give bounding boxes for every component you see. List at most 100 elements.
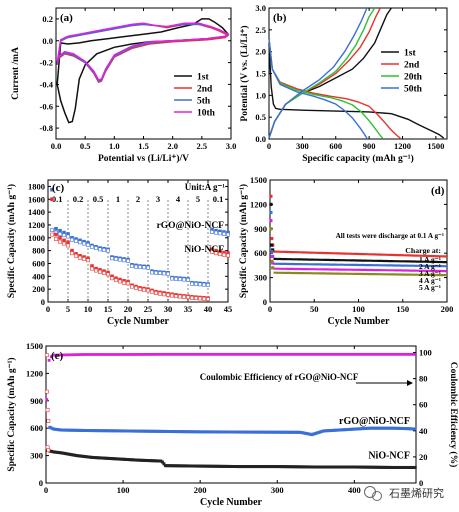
charge-point [46, 418, 51, 423]
data-point [270, 254, 274, 259]
data-point [114, 429, 118, 433]
ce-point [285, 352, 289, 356]
ce-point [297, 352, 301, 356]
data-point [285, 430, 289, 434]
data-point [399, 426, 403, 430]
data-point [94, 429, 98, 433]
data-point [150, 270, 154, 275]
data-point [382, 426, 386, 430]
data-point [305, 465, 309, 469]
data-point [57, 451, 61, 455]
rate-label: 4 [176, 194, 181, 204]
data-point [364, 465, 368, 469]
data-point [308, 465, 312, 469]
ce-point [70, 353, 74, 357]
data-point [290, 465, 294, 469]
data-point [250, 430, 254, 434]
data-point [247, 430, 251, 434]
data-point [78, 238, 82, 243]
data-point [180, 430, 184, 434]
data-point [117, 429, 121, 433]
y2-tick-label: 80 [419, 374, 428, 384]
data-point [248, 430, 252, 434]
data-point [409, 427, 413, 431]
data-point [62, 241, 66, 246]
data-point [139, 429, 143, 433]
data-point [261, 465, 265, 469]
data-point [205, 430, 209, 434]
ce-point [325, 352, 328, 356]
data-point [253, 465, 257, 469]
data-point [318, 465, 322, 469]
data-point [102, 271, 106, 276]
data-point [69, 453, 73, 457]
data-point [413, 465, 417, 469]
x-tick-label: 1.0 [109, 141, 120, 151]
panel-label: (d) [431, 185, 445, 197]
rate-label: 2 [136, 194, 140, 204]
data-point [214, 248, 218, 253]
data-point [298, 465, 302, 469]
ce-point [336, 352, 340, 356]
y-tick-label: 400 [32, 271, 45, 281]
data-point [279, 465, 283, 469]
data-point [82, 257, 86, 261]
data-point [128, 458, 132, 462]
series-label: NiO-NCF [184, 245, 224, 255]
data-point [385, 426, 389, 430]
data-point [299, 465, 303, 469]
ce-point [91, 353, 95, 356]
data-point [353, 465, 357, 469]
data-point [150, 289, 154, 294]
x-tick-label: 40 [204, 304, 213, 314]
data-point [254, 465, 258, 469]
ce-point [234, 352, 238, 356]
data-point [143, 458, 147, 462]
data-point [208, 430, 212, 434]
data-point [93, 456, 97, 460]
chart-c: 0 5 10 15 20 25 30 35 40 450200400600800100012001… [6, 179, 232, 327]
panel-label: (a) [60, 12, 73, 24]
data-point [65, 452, 69, 456]
data-point [321, 465, 325, 469]
y-tick-label: 0 [41, 297, 45, 307]
data-point [74, 453, 78, 457]
data-point [179, 430, 183, 434]
ce-point [239, 352, 243, 356]
data-point [171, 430, 175, 434]
data-point [171, 464, 175, 468]
data-point [236, 465, 240, 469]
ce-point [49, 355, 53, 359]
data-point [82, 239, 86, 244]
data-point [184, 464, 188, 468]
y-axis-label: Potential (V vs. (Li/Li⁺) [239, 25, 250, 121]
data-point [133, 429, 137, 433]
ce-point [211, 352, 215, 356]
data-point [168, 464, 172, 468]
ce-point [410, 352, 414, 356]
data-point [60, 451, 64, 455]
data-point [205, 464, 209, 468]
data-point [271, 266, 275, 270]
data-point [325, 429, 329, 433]
ce-point [248, 352, 252, 356]
data-point [154, 459, 158, 463]
data-point [402, 427, 406, 431]
data-point [412, 465, 416, 469]
data-point [221, 464, 225, 468]
data-point [74, 237, 78, 241]
capacity-band-4 [273, 271, 448, 277]
y-tick-label: -0.4 [40, 79, 54, 89]
data-point [341, 428, 345, 432]
chart-d: 0 50 100 150 200 0 300 600 900 1200 1500 (d) All tes… [238, 175, 453, 327]
data-point [178, 294, 182, 299]
chart-a: 0.0 0.5 1.0 1.5 2.0 2.5 3.0 0.2 0.0 -0.2 -0.4 -0.6 -… [11, 7, 236, 164]
data-point [162, 292, 166, 297]
data-point [186, 295, 190, 300]
data-point [210, 227, 214, 232]
y-tick-label: 1000 [28, 233, 45, 243]
data-point [356, 427, 360, 431]
panel-label: (e) [51, 350, 64, 362]
data-point [279, 430, 283, 434]
